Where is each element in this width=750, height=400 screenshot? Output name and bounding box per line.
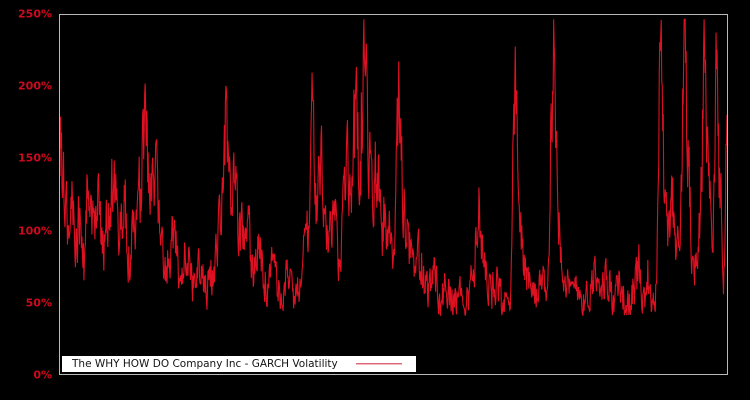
y-tick-label: 0% bbox=[33, 368, 52, 382]
legend: The WHY HOW DO Company Inc - GARCH Volat… bbox=[62, 356, 416, 372]
y-tick-label: 200% bbox=[18, 79, 52, 93]
plot-area bbox=[59, 14, 728, 375]
y-axis: 0% 50% 100% 150% 200% 250% bbox=[0, 0, 59, 400]
y-tick-label: 150% bbox=[18, 151, 52, 165]
garch-volatility-path bbox=[60, 18, 727, 317]
legend-line-sample bbox=[352, 356, 406, 372]
y-tick-label: 250% bbox=[18, 7, 52, 21]
y-tick-label: 50% bbox=[25, 296, 52, 310]
y-tick-label: 100% bbox=[18, 224, 52, 238]
volatility-line-series bbox=[60, 18, 727, 317]
legend-label: The WHY HOW DO Company Inc - GARCH Volat… bbox=[72, 357, 338, 370]
